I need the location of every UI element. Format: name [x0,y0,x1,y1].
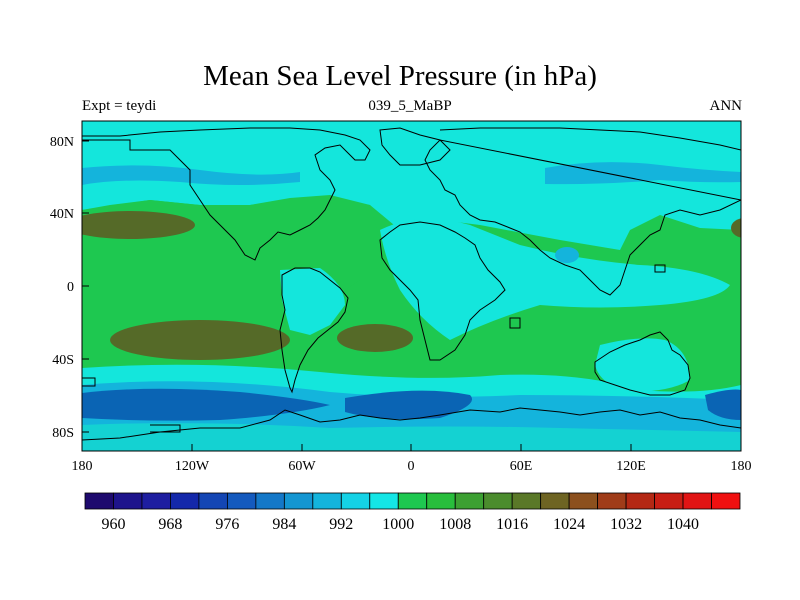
coast-antarctica [82,407,741,441]
colorbar-swatch [340,492,371,510]
colorbar-swatch [568,492,599,510]
coast-north-america [82,127,371,261]
colorbar-label: 1008 [439,516,471,533]
field-southern-984-far-east [705,389,741,420]
x-tick-labels: 180 120W 60W 0 60E 120E 180 [72,459,752,474]
x-tick-label: 120W [175,459,210,474]
coast-islands-sw [82,377,181,433]
experiment-label: Expt = teydi [82,98,157,114]
colorbar-label: 960 [101,516,125,533]
y-tick-label: 80N [50,135,74,150]
colorbar-labels: 960 968 976 984 992 1000 1008 1016 1024 1032 1040 [101,516,699,533]
field-north-1000 [82,121,741,250]
colorbar-swatch [483,492,513,510]
coast-south-america [279,267,349,394]
y-tick-label: 80S [52,426,74,441]
y-tick-label: 40S [52,353,74,368]
colorbar-swatch [312,492,342,510]
field-south-lower-cyan [82,423,741,451]
y-axis-ticks [82,140,89,433]
y-tick-label: 40N [50,207,74,222]
colorbar-swatch [198,492,228,510]
x-tick-label: 120E [616,459,646,474]
colorbar-label: 1040 [667,516,699,533]
field-north-992 [82,165,300,185]
colorbar-swatch [654,492,684,510]
field-southern-984-east [345,390,472,420]
colorbar-swatch [283,492,314,510]
high-south-atlantic [337,324,413,352]
x-axis-ticks [81,444,742,451]
field-south-america-1000 [280,268,345,335]
y-tick-label: 0 [67,280,74,295]
colorbar-swatch [511,492,542,510]
high-north-pacific [82,211,195,239]
coast-australia [594,331,691,396]
colorbar-swatch [397,492,428,510]
colorbar-label: 984 [272,516,296,533]
x-tick-label: 0 [408,459,415,474]
pressure-field [82,121,741,451]
x-tick-label: 60E [510,459,533,474]
coast-asia [424,127,741,296]
colorbar-swatch [711,492,741,510]
colorbar-swatch [625,492,655,510]
colorbar-label: 1000 [382,516,414,533]
coastlines [82,127,741,441]
map-title: Mean Sea Level Pressure (in hPa) [203,60,597,92]
local-low-asia [555,247,579,263]
coast-greenland [379,127,451,166]
field-southern-984 [82,388,330,421]
high-north-pacific-east [731,218,741,238]
colorbar-label: 1032 [610,516,642,533]
coast-islands-east [509,264,666,329]
field-north-992-east [545,162,741,185]
coast-eurasia-africa [379,221,506,361]
x-tick-label: 60W [288,459,316,474]
colorbar-swatch [682,492,712,510]
high-south-pacific [110,320,290,360]
colorbar-swatch [540,492,570,510]
colorbar-label: 976 [215,516,239,533]
colorbar-swatch [113,492,143,510]
colorbar-label: 992 [329,516,353,533]
colorbar-label: 968 [158,516,182,533]
colorbar-swatch [141,492,171,510]
colorbar-label: 1016 [496,516,528,533]
colorbar-swatch [255,492,285,510]
field-australia-1000 [595,338,690,392]
colorbar-swatch [426,492,456,510]
x-tick-label: 180 [731,459,752,474]
y-tick-labels: 80N 40N 0 40S 80S [50,135,74,441]
colorbar-swatch [84,492,114,510]
x-tick-label: 180 [72,459,93,474]
colorbar [84,492,741,510]
colorbar-swatch [597,492,627,510]
season-label: ANN [709,98,743,114]
colorbar-swatch [454,492,485,510]
colorbar-swatch [170,492,200,510]
colorbar-swatch [369,492,399,510]
colorbar-label: 1024 [553,516,585,533]
period-label: 039_5_MaBP [368,98,452,114]
colorbar-swatch [226,492,257,510]
field-equatorial-1000 [380,218,730,340]
